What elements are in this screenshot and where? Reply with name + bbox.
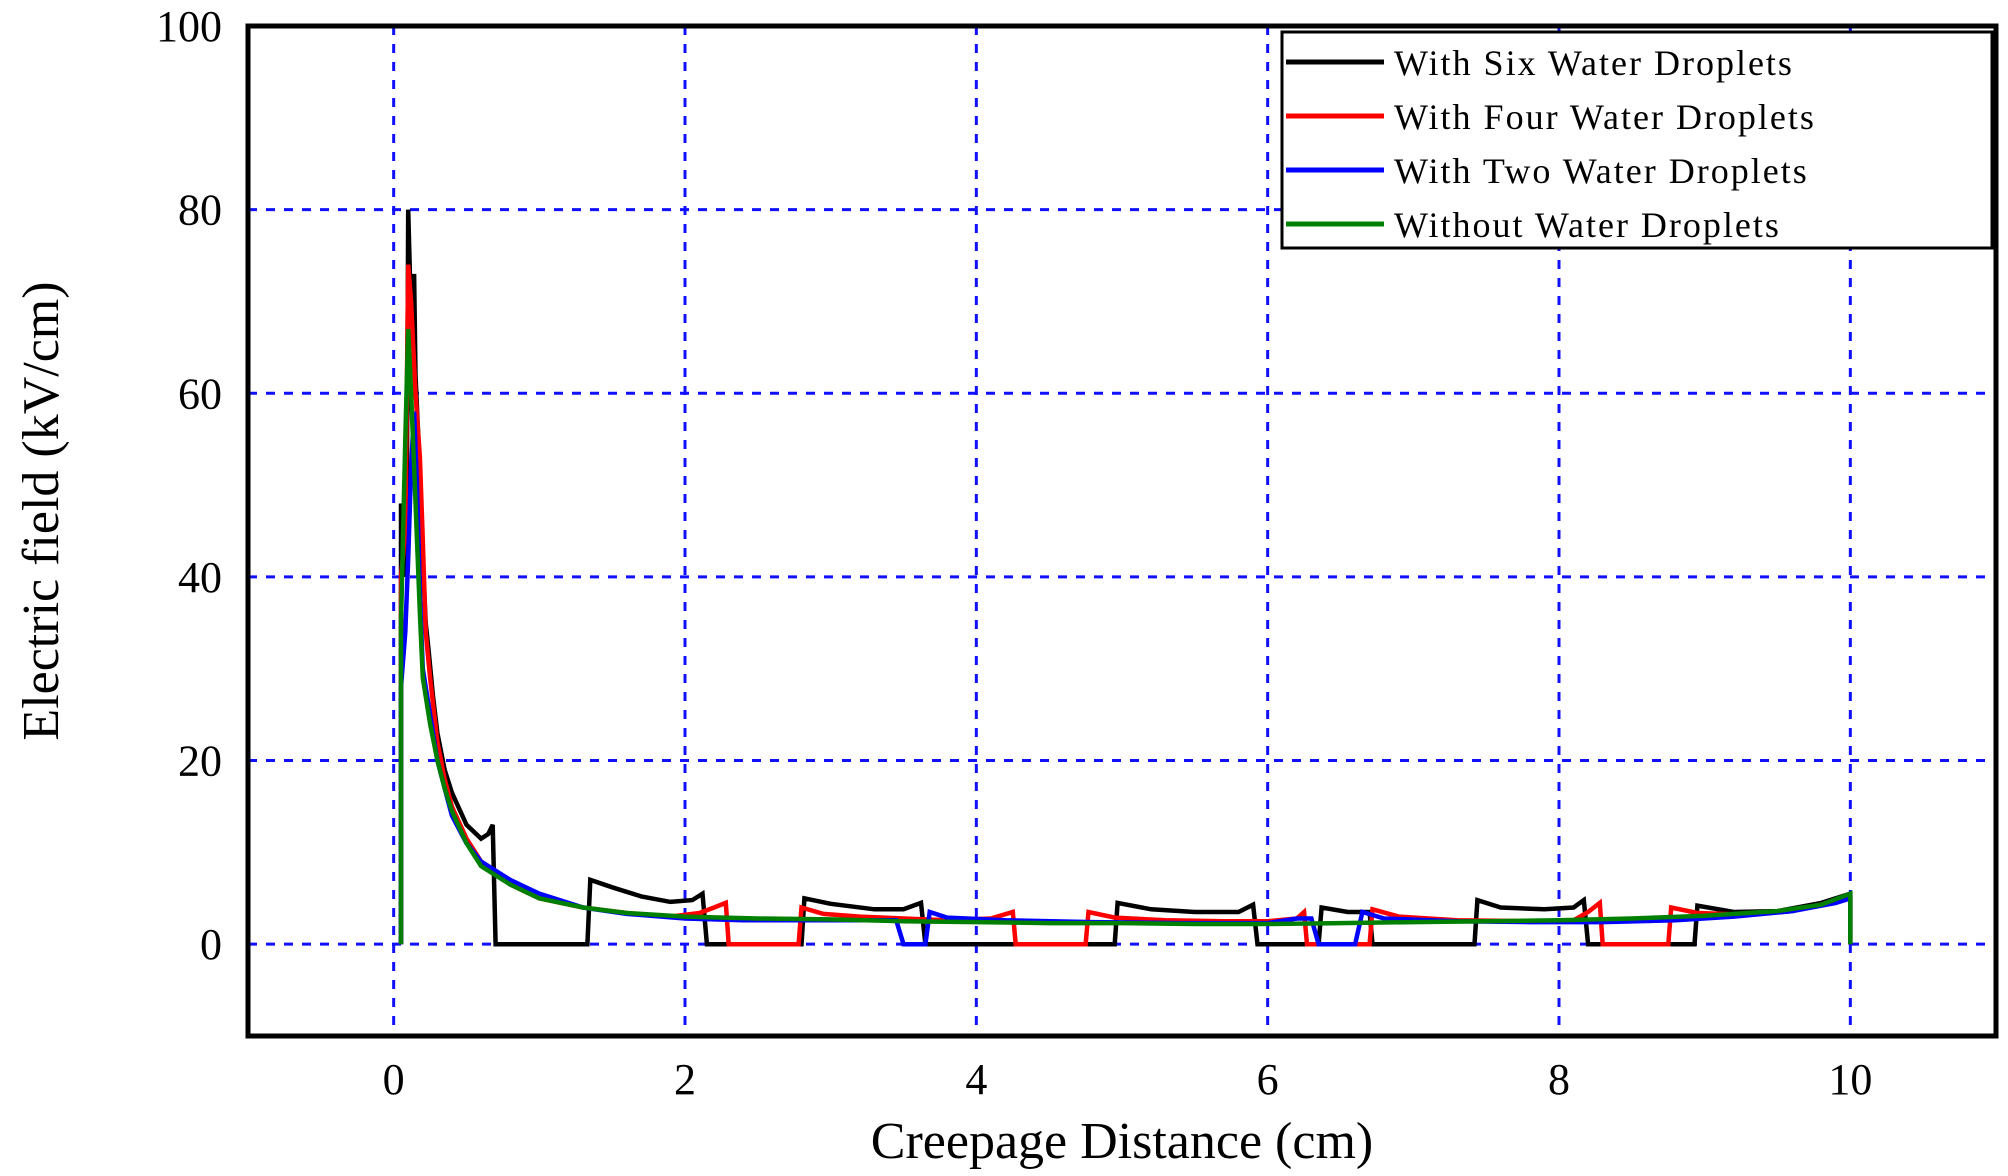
plot-area-frame [245, 23, 1999, 1039]
y-tick-label: 40 [178, 553, 222, 602]
y-axis-title: Electric field (kV/cm) [13, 281, 70, 740]
legend-box [1280, 30, 1994, 250]
legend-label: With Six Water Droplets [1394, 43, 1794, 83]
x-tick-labels: 0 2 4 6 8 10 [383, 1055, 1873, 1104]
x-tick-label: 10 [1828, 1055, 1872, 1104]
series-line [398, 411, 1853, 947]
y-tick-label: 20 [178, 737, 222, 786]
series-lines [398, 209, 1853, 947]
legend-label: With Four Water Droplets [1394, 97, 1816, 137]
series-line [398, 328, 1853, 945]
y-tick-label: 60 [178, 369, 222, 418]
legend-label: With Two Water Droplets [1394, 151, 1809, 191]
y-tick-labels: 0 20 40 60 80 100 [156, 2, 222, 969]
series-line [398, 264, 1853, 947]
x-axis-title: Creepage Distance (cm) [871, 1113, 1373, 1170]
series-line [398, 209, 1853, 947]
x-tick-label: 6 [1257, 1055, 1279, 1104]
y-tick-label: 80 [178, 186, 222, 235]
x-tick-label: 0 [383, 1055, 405, 1104]
legend: With Six Water Droplets With Four Water D… [1280, 30, 1994, 250]
x-tick-label: 8 [1548, 1055, 1570, 1104]
y-tick-label: 100 [156, 2, 222, 51]
y-tick-label: 0 [200, 920, 222, 969]
x-tick-label: 4 [965, 1055, 987, 1104]
x-tick-label: 2 [674, 1055, 696, 1104]
legend-label: Without Water Droplets [1394, 205, 1781, 245]
